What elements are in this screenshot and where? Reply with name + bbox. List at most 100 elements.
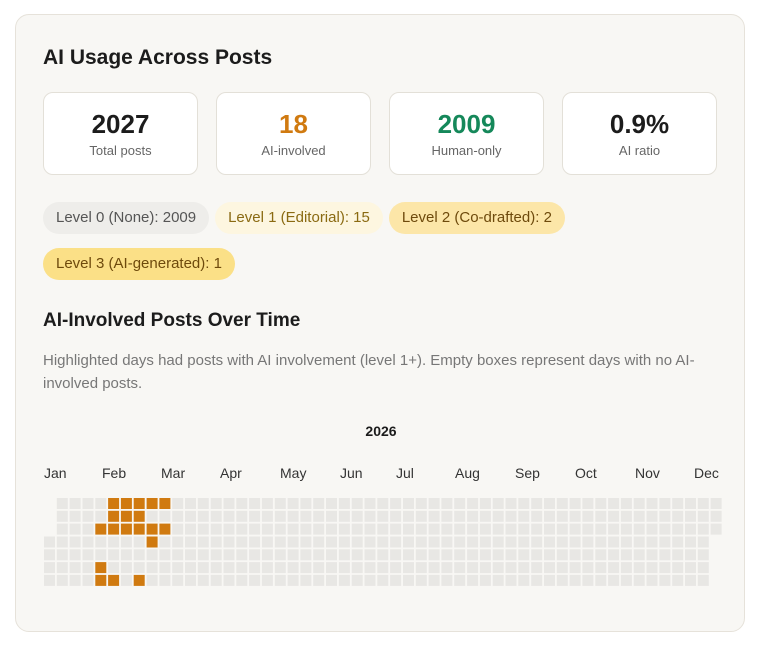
day-cell [172,510,184,522]
day-cell [44,562,55,574]
day-cell [56,574,68,586]
day-cell [223,574,235,586]
day-cell [69,536,81,548]
day-cell [223,536,235,548]
day-cell [454,498,466,509]
day-cell [659,549,671,561]
day-cell [697,574,709,586]
day-cell [108,562,120,574]
day-cell [313,498,325,509]
day-cell [287,510,299,522]
day-cell [710,523,722,535]
stat-total-posts: 2027 Total posts [43,92,198,175]
month-label-jun: Jun [340,465,363,481]
day-cell [223,549,235,561]
day-cell-active [133,574,145,586]
day-cell [82,510,94,522]
day-cell [672,562,684,574]
day-cell [185,536,196,548]
day-cell [287,498,299,509]
day-cell [633,549,645,561]
day-cell [646,562,658,574]
day-cell [697,536,709,548]
day-cell [582,510,594,522]
day-cell [467,549,479,561]
day-cell [44,549,55,561]
day-cell [172,498,184,509]
day-cell [544,574,555,586]
day-cell [415,523,427,535]
day-cell [659,574,671,586]
day-cell [197,562,209,574]
day-cell [646,549,658,561]
year-label: 2026 [365,423,397,439]
day-cell [287,536,299,548]
day-cell [608,510,620,522]
day-cell [633,562,645,574]
day-cell [172,549,184,561]
day-cell [403,574,414,586]
day-cell [249,510,261,522]
day-cell [672,510,684,522]
day-cell [467,574,479,586]
day-cell [505,523,517,535]
day-cell [261,536,273,548]
day-cell [351,523,363,535]
day-cell [56,523,68,535]
day-cell [492,536,504,548]
day-cell [185,549,196,561]
day-cell [274,510,286,522]
day-cell-active [108,523,120,535]
day-cell [403,536,414,548]
day-cell-active [146,536,158,548]
month-label-jul: Jul [396,465,414,481]
day-cell-active [159,523,171,535]
day-cell [69,574,81,586]
day-cell [620,562,632,574]
day-cell [172,562,184,574]
day-cell [120,562,132,574]
day-cell [261,498,273,509]
day-cell [428,498,440,509]
day-cell [556,498,568,509]
day-cell [390,549,402,561]
day-cell [620,510,632,522]
day-cell [428,574,440,586]
day-cell [249,498,261,509]
day-cell [633,510,645,522]
day-cell [197,574,209,586]
day-cell [223,498,235,509]
day-cell [505,562,517,574]
day-cell [249,549,261,561]
day-cell [492,574,504,586]
day-cell [467,510,479,522]
day-cell [620,536,632,548]
day-cell [56,562,68,574]
day-cell [185,562,196,574]
day-cell [197,536,209,548]
day-cell [172,536,184,548]
day-cell [377,562,389,574]
day-cell [364,562,376,574]
day-cell [697,523,709,535]
day-cell [595,510,607,522]
day-cell [313,536,325,548]
day-cell-active [108,498,120,509]
day-cell [82,523,94,535]
day-cell-active [133,523,145,535]
day-cell [82,536,94,548]
day-cell [377,536,389,548]
day-cell [56,510,68,522]
day-cell-active [120,523,132,535]
day-cell [95,498,107,509]
day-cell [223,510,235,522]
month-label-jan: Jan [44,465,67,481]
day-cell-active [95,523,107,535]
day-cell [377,523,389,535]
day-cell [300,562,312,574]
day-cell [300,498,312,509]
day-cell [159,536,171,548]
day-cell [287,523,299,535]
day-cell [326,549,337,561]
day-cell [544,498,555,509]
